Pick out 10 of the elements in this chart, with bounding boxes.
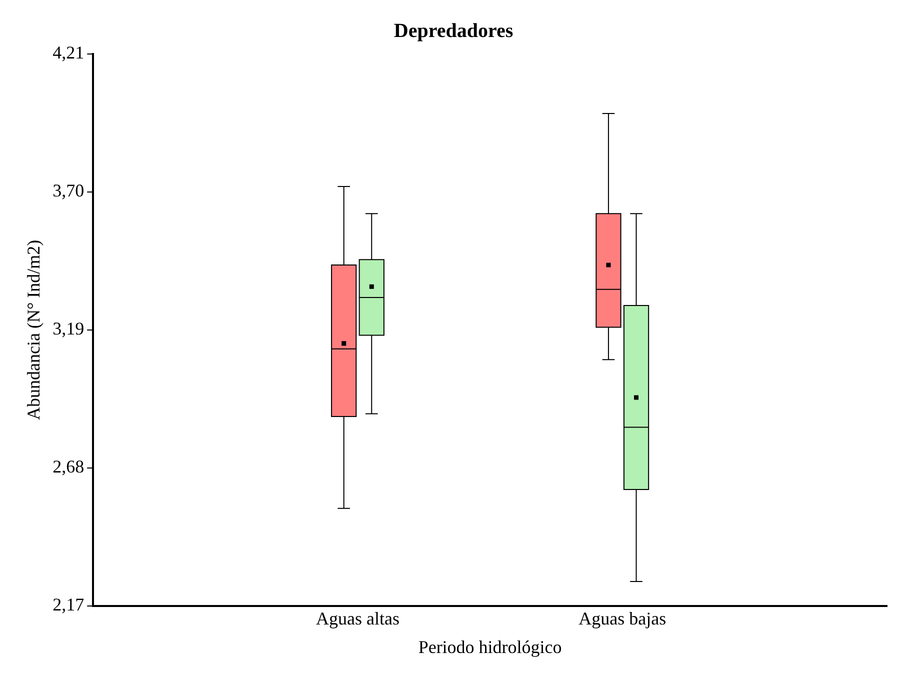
x-tick-label: Aguas bajas [578,608,666,628]
x-tick-label: Aguas altas [316,608,400,628]
y-tick-label: 2,17 [52,594,84,615]
y-tick-label: 4,21 [52,42,84,63]
y-axis-title: Abundancia (N° Ind/m2) [24,240,44,420]
x-axis-title: Periodo hidrológico [418,636,562,657]
y-tick-label: 2,68 [52,456,84,477]
y-tick-label: 3,19 [52,318,84,339]
chart-title: Depredadores [394,20,514,42]
y-tick-label: 3,70 [52,180,84,201]
